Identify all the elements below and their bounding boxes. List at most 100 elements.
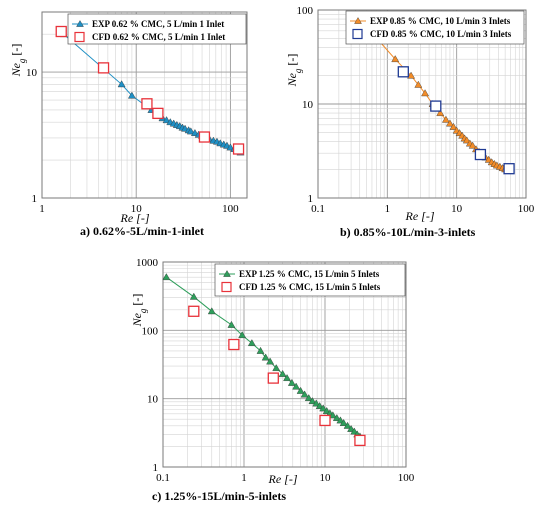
y-tick-label: 10 xyxy=(26,67,38,79)
data-point xyxy=(189,292,198,300)
data-point xyxy=(127,91,136,99)
series-exp xyxy=(59,30,245,156)
data-point xyxy=(315,402,324,409)
legend-label: CFD 0.85 % CMC, 10 L/min 3 Inlets xyxy=(370,29,512,39)
data-point xyxy=(97,62,110,74)
y-tick-label: 1 xyxy=(32,193,38,205)
data-point xyxy=(228,338,240,351)
data-point xyxy=(226,143,235,151)
data-point xyxy=(391,55,400,63)
data-point xyxy=(283,374,291,381)
data-point xyxy=(247,339,256,347)
data-point xyxy=(227,320,236,328)
y-tick-label: 10 xyxy=(302,99,314,111)
data-point xyxy=(332,414,341,421)
data-point xyxy=(354,434,366,447)
x-tick-label: 10 xyxy=(451,203,463,215)
legend-label: EXP 0.85 % CMC, 10 L/min 3 Inlets xyxy=(370,16,511,26)
legend-label: EXP 1.25 % CMC, 15 L/min 5 Inlets xyxy=(239,269,380,279)
x-axis-label: Re [-] xyxy=(405,209,435,223)
data-point xyxy=(304,394,313,401)
data-point xyxy=(474,148,487,161)
y-tick-label: 10 xyxy=(147,394,159,406)
data-point xyxy=(266,357,275,365)
data-point xyxy=(430,100,442,112)
x-tick-label: 10 xyxy=(131,203,143,215)
x-tick-label: 100 xyxy=(518,203,535,215)
panel-caption: c) 1.25%-15L/min-5-inlets xyxy=(152,489,286,503)
data-point xyxy=(272,364,281,372)
x-tick-label: 1 xyxy=(241,472,247,484)
legend-marker xyxy=(223,270,231,277)
panel-caption: a) 0.62%-5L/min-1-inlet xyxy=(80,224,204,238)
x-tick-label: 0.1 xyxy=(311,203,325,215)
data-point xyxy=(296,386,305,394)
series-exp xyxy=(162,273,364,440)
data-point xyxy=(436,109,445,117)
data-point xyxy=(55,25,67,38)
data-point xyxy=(421,89,430,97)
data-point xyxy=(292,382,301,390)
x-tick-label: 0.1 xyxy=(156,472,170,484)
plot-frame xyxy=(162,261,407,468)
panel-caption: b) 0.85%-10L/min-3-inlets xyxy=(340,225,476,239)
data-point xyxy=(141,98,153,110)
data-point xyxy=(468,141,477,149)
y-axis-label: Neg [-] xyxy=(9,44,27,78)
data-point xyxy=(232,143,245,155)
legend-marker xyxy=(76,20,84,27)
legend-marker xyxy=(354,17,362,24)
legend-box xyxy=(345,10,525,45)
data-point xyxy=(339,419,348,426)
data-point xyxy=(503,163,515,175)
data-point xyxy=(162,116,171,124)
data-point xyxy=(198,131,211,143)
x-tick-label: 100 xyxy=(222,203,239,215)
series-cfd xyxy=(397,66,515,175)
x-axis-label: Re [-] xyxy=(120,211,150,225)
data-point xyxy=(117,80,126,88)
y-axis-label: Neg [-] xyxy=(285,54,303,88)
data-point xyxy=(152,107,164,120)
data-point xyxy=(256,346,265,354)
y-tick-label: 1000 xyxy=(136,257,159,269)
series-cfd xyxy=(55,25,245,155)
x-tick-label: 100 xyxy=(398,472,415,484)
data-point xyxy=(188,305,200,317)
legend: EXP 1.25 % CMC, 15 L/min 5 Inlets CFD 1.2… xyxy=(214,263,406,297)
x-tick-label: 10 xyxy=(320,472,332,484)
x-axis-label: Re [-] xyxy=(268,472,298,486)
data-point xyxy=(261,353,270,361)
data-point xyxy=(319,404,328,412)
plot-frame xyxy=(317,9,527,199)
y-tick-label: 100 xyxy=(142,325,159,337)
legend-label: CFD 0.62 % CMC, 5 L/min 1 Inlet xyxy=(92,32,225,42)
data-point xyxy=(449,122,458,130)
data-point xyxy=(300,390,309,398)
legend-marker xyxy=(74,31,85,43)
data-point xyxy=(446,119,454,127)
x-tick-label: 1 xyxy=(39,203,45,215)
series-line xyxy=(63,33,241,153)
legend-marker xyxy=(221,281,232,293)
data-point xyxy=(414,80,423,88)
data-point xyxy=(308,397,317,405)
legend-box xyxy=(214,263,406,297)
legend-label: CFD 1.25 % CMC, 15 L/min 5 Inlets xyxy=(239,282,381,292)
data-point xyxy=(462,136,471,144)
data-point xyxy=(312,399,321,407)
legend: EXP 0.62 % CMC, 5 L/min 1 Inlet CFD 0.62 … xyxy=(67,13,247,45)
data-point xyxy=(441,115,450,123)
legend-marker xyxy=(352,28,363,40)
legend-box xyxy=(67,13,247,45)
data-point xyxy=(407,71,416,79)
y-tick-label: 1 xyxy=(153,462,159,474)
x-tick-label: 1 xyxy=(385,203,391,215)
legend-label: EXP 0.62 % CMC, 5 L/min 1 Inlet xyxy=(92,19,224,29)
data-point xyxy=(278,369,287,377)
data-point xyxy=(343,421,352,429)
